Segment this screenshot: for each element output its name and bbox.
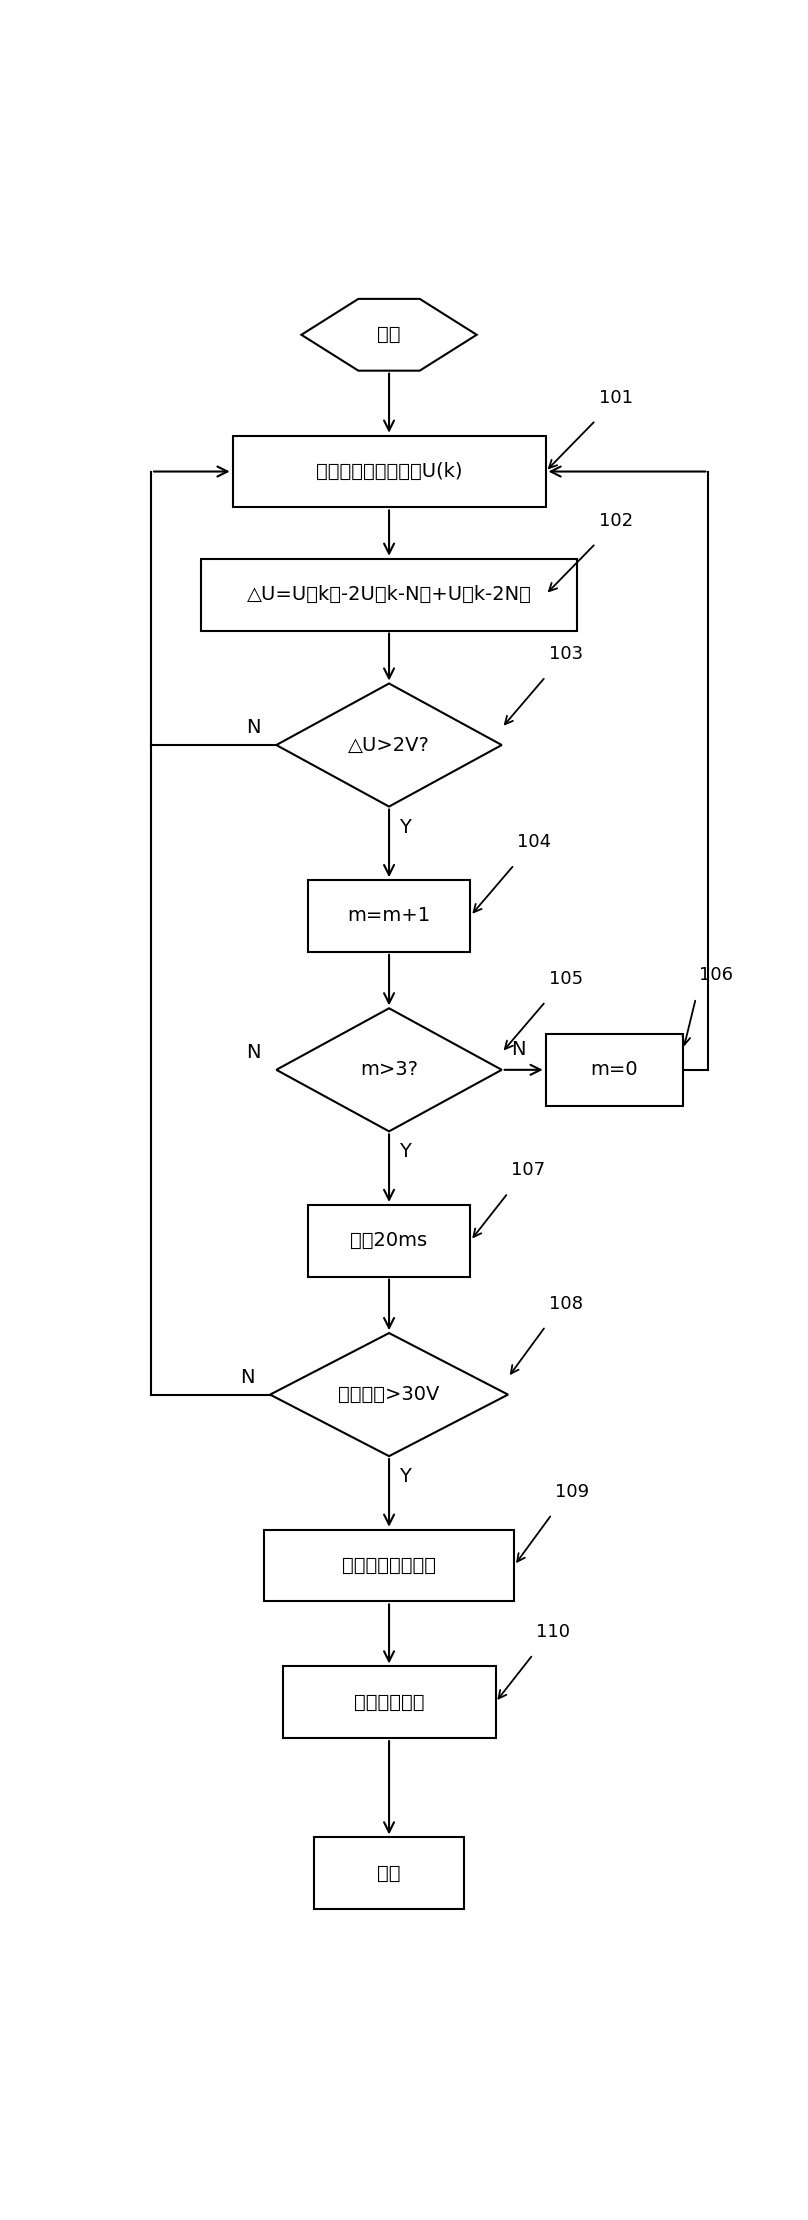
Text: 110: 110 <box>537 1623 570 1641</box>
Polygon shape <box>301 300 477 371</box>
Text: 102: 102 <box>599 511 633 531</box>
Bar <box>233 435 545 508</box>
Bar <box>283 1667 495 1738</box>
Polygon shape <box>276 1008 502 1132</box>
Text: N: N <box>246 1043 261 1061</box>
Text: Y: Y <box>399 817 410 837</box>
Text: m>3?: m>3? <box>360 1061 418 1079</box>
Bar <box>201 559 577 630</box>
Text: N: N <box>240 1368 255 1388</box>
Text: 延时20ms: 延时20ms <box>351 1232 427 1250</box>
Text: 108: 108 <box>549 1294 583 1312</box>
Text: Y: Y <box>399 1143 410 1161</box>
Polygon shape <box>276 684 502 806</box>
Text: △U=U（k）-2U（k-N）+U（k-2N）: △U=U（k）-2U（k-N）+U（k-2N） <box>246 586 532 604</box>
Text: 故障启动元件有效: 故障启动元件有效 <box>342 1556 436 1574</box>
Text: 101: 101 <box>599 388 633 406</box>
Text: m=0: m=0 <box>591 1061 638 1079</box>
Text: 结束: 结束 <box>377 1865 401 1883</box>
Text: 启动故障录波: 启动故障录波 <box>354 1694 424 1712</box>
Text: N: N <box>246 719 261 737</box>
Polygon shape <box>270 1332 508 1456</box>
Text: N: N <box>511 1039 526 1059</box>
Text: 107: 107 <box>511 1161 545 1179</box>
Text: △U>2V?: △U>2V? <box>348 735 430 755</box>
Text: 109: 109 <box>555 1483 589 1501</box>
Text: m=m+1: m=m+1 <box>347 906 431 926</box>
Bar <box>545 1035 684 1106</box>
Text: 105: 105 <box>549 970 583 988</box>
Text: 106: 106 <box>699 966 733 983</box>
Text: 开始: 开始 <box>377 326 401 344</box>
Bar <box>308 1205 470 1276</box>
Bar <box>263 1530 515 1601</box>
Bar <box>308 879 470 952</box>
Bar <box>314 1838 464 1909</box>
Text: 读取零序电压采样值U(k): 读取零序电压采样值U(k) <box>316 462 462 482</box>
Text: 103: 103 <box>549 646 583 664</box>
Text: 104: 104 <box>517 832 552 850</box>
Text: Y: Y <box>399 1467 410 1485</box>
Text: 电压幅值>30V: 电压幅值>30V <box>339 1385 440 1403</box>
